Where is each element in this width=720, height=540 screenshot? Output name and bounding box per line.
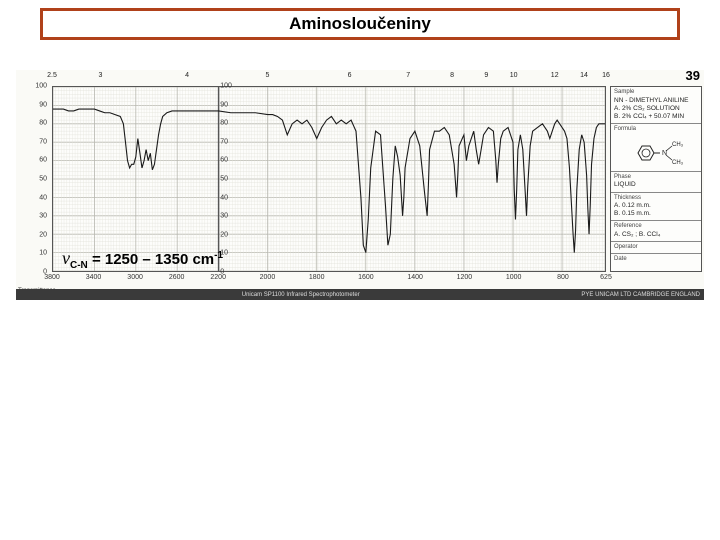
svg-text:CH₃: CH₃ xyxy=(672,160,684,166)
y-axis-labels-mid: 0102030405060708090100 xyxy=(218,86,238,272)
info-panel: Sample NN - DIMETHYL ANILINE A. 2% CS₂ S… xyxy=(610,86,702,272)
x-axis-labels: 3800340030002600220020001800160014001200… xyxy=(52,274,606,286)
benzene-icon: N CH₃ CH₃ xyxy=(626,135,686,171)
info-formula: Formula N CH₃ CH₃ xyxy=(611,124,701,172)
title-box: Aminosloučeniny xyxy=(40,8,680,40)
info-reference: Reference A. CS₂ ; B. CCl₄ xyxy=(611,221,701,242)
spectrum-plot xyxy=(52,86,606,272)
figure-number: 39 xyxy=(686,68,700,83)
y-axis-labels-left: 0102030405060708090100 xyxy=(16,86,50,272)
instrument-footer: Unicam SP1100 Infrared Spectrophotometer… xyxy=(16,289,704,300)
wavelength-scale: 2.5345678910121416 xyxy=(52,72,606,84)
page-title: Aminosloučeniny xyxy=(289,14,431,34)
spectrum-svg xyxy=(53,87,605,271)
info-date: Date xyxy=(611,254,701,266)
wavenumber-annotation: νC-N = 1250 – 1350 cm-1 xyxy=(62,248,223,271)
nu-symbol: ν xyxy=(62,248,70,268)
info-phase: Phase LIQUID xyxy=(611,172,701,193)
info-thickness: Thickness A. 0.12 m.m. B. 0.15 m.m. xyxy=(611,193,701,222)
annotation-subscript: C-N xyxy=(70,260,88,271)
footer-right: PYE UNICAM LTD CAMBRIDGE ENGLAND xyxy=(581,292,700,298)
annotation-text: = 1250 – 1350 cm xyxy=(88,251,214,268)
info-sample: Sample NN - DIMETHYL ANILINE A. 2% CS₂ S… xyxy=(611,87,701,124)
annotation-superscript: -1 xyxy=(214,250,223,261)
svg-text:CH₃: CH₃ xyxy=(672,142,684,148)
info-operator: Operator xyxy=(611,242,701,255)
footer-mid: Unicam SP1100 Infrared Spectrophotometer xyxy=(242,292,360,298)
